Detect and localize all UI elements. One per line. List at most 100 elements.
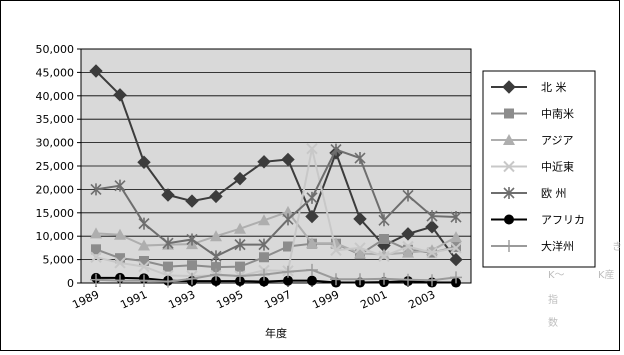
data-point-0 [161,188,175,202]
data-point-2 [258,214,270,226]
data-point-4 [426,210,438,223]
legend-label: 北 米 [541,81,567,94]
ghost-text-b: K～ [548,270,565,281]
data-point-2 [330,237,342,249]
legend-label: アジア [541,134,574,147]
data-point-2 [282,205,294,217]
data-point-4 [186,233,198,246]
data-point-2 [210,230,222,242]
data-point-5 [307,275,317,286]
data-point-5 [211,276,221,287]
data-point-3 [330,244,342,256]
data-point-0 [281,152,295,167]
data-point-0 [353,212,367,226]
data-point-1 [163,261,173,272]
data-point-6 [114,274,126,287]
data-point-3 [450,242,462,254]
y-tick-label: 25,000 [36,160,75,173]
legend-marker [504,214,514,225]
series-line-3 [95,148,457,277]
y-tick-label: 30,000 [36,137,75,150]
data-point-2 [378,248,390,260]
legend-label: 欧 州 [541,187,567,200]
data-point-2 [138,239,150,251]
y-tick-label: 50,000 [36,43,75,56]
data-point-1 [211,262,221,273]
series-line-0 [95,70,457,261]
y-tick-label: 5,000 [43,254,75,267]
legend-marker [502,80,516,94]
data-point-3 [354,242,366,254]
data-point-1 [91,244,101,255]
data-point-4 [378,214,390,227]
data-point-6 [378,272,390,285]
data-point-2 [450,231,462,243]
y-tick-label: 35,000 [36,113,75,126]
y-tick-label: 40,000 [36,90,75,103]
data-point-1 [187,260,197,271]
data-point-4 [330,143,342,156]
data-point-6 [138,274,150,287]
data-point-4 [282,213,294,226]
legend-label: アフリカ [541,214,585,227]
data-point-4 [234,238,246,251]
data-point-6 [354,273,366,286]
data-point-1 [259,252,269,263]
data-point-6 [162,275,174,288]
data-point-3 [378,250,390,263]
data-point-1 [139,256,149,267]
ghost-text-d: 指 [548,295,558,306]
data-point-6 [306,263,318,276]
data-point-6 [258,268,270,281]
y-tick-label: 10,000 [36,230,75,243]
data-point-6 [330,273,342,286]
x-tick-label: 1991 [118,288,149,312]
data-point-0 [305,209,319,224]
data-point-2 [354,247,366,259]
legend-marker [504,108,514,119]
legend-marker [503,134,515,145]
data-point-3 [138,260,150,273]
legend-marker [503,160,515,173]
x-tick-label: 1993 [166,288,197,312]
data-point-4 [90,183,102,196]
y-tick-label: 15,000 [36,207,75,220]
x-tick-label: 1999 [310,288,341,312]
data-point-0 [233,171,247,186]
series-line-1 [95,237,457,269]
data-point-4 [306,191,318,204]
data-point-6 [186,272,198,285]
x-tick-label: 2003 [406,288,437,312]
data-point-0 [89,64,103,78]
data-point-2 [114,228,126,240]
data-point-4 [354,152,366,165]
legend-label: 中近東 [541,161,574,174]
legend-box [482,70,596,268]
data-point-6 [282,265,294,278]
data-point-1 [379,234,389,245]
series-line-2 [95,210,457,256]
data-point-1 [283,241,293,252]
data-point-3 [90,251,102,263]
legend-label: 大洋州 [541,239,574,253]
data-point-1 [235,261,245,272]
data-point-6 [90,273,102,286]
legend-marker [503,187,515,199]
data-point-3 [402,240,414,253]
ghost-text-e: 数 [548,318,558,329]
series-line-6 [95,268,457,283]
data-point-3 [426,246,438,259]
ghost-text-a: き [612,242,622,253]
data-point-0 [185,194,199,208]
y-tick-label: 45,000 [36,66,75,79]
data-point-2 [306,237,318,249]
data-point-6 [402,273,414,286]
data-point-0 [113,88,127,102]
data-point-4 [210,250,222,263]
data-point-0 [401,227,415,241]
data-point-3 [114,257,126,269]
data-point-4 [450,211,462,224]
data-point-0 [137,155,151,169]
